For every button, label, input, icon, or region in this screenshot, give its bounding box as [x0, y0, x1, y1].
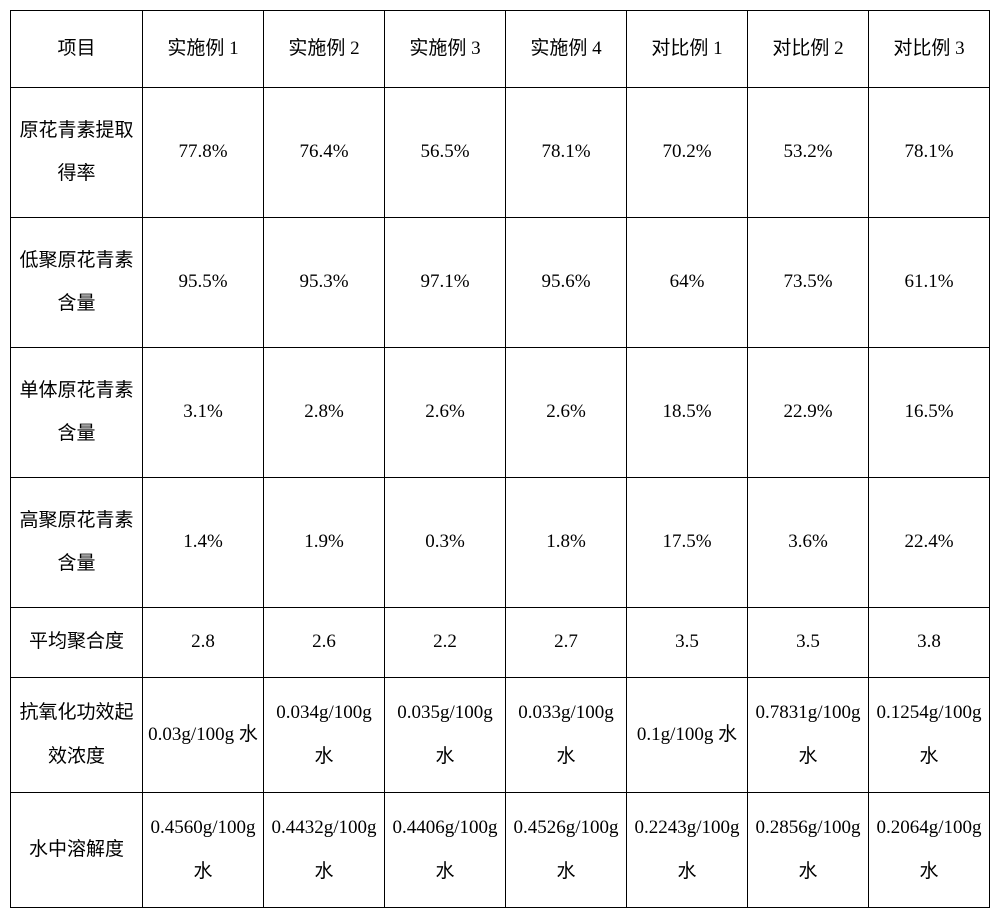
data-cell: 77.8%	[143, 87, 264, 217]
data-cell: 1.8%	[506, 477, 627, 607]
data-cell: 2.7	[506, 607, 627, 677]
header-cell: 对比例 1	[627, 11, 748, 88]
data-cell: 17.5%	[627, 477, 748, 607]
data-cell: 2.8%	[264, 347, 385, 477]
table-row: 高聚原花青素含量 1.4% 1.9% 0.3% 1.8% 17.5% 3.6% …	[11, 477, 990, 607]
data-cell: 95.6%	[506, 217, 627, 347]
data-cell: 22.4%	[869, 477, 990, 607]
data-cell: 3.5	[627, 607, 748, 677]
data-cell: 2.6%	[385, 347, 506, 477]
data-cell: 0.3%	[385, 477, 506, 607]
data-table: 项目 实施例 1 实施例 2 实施例 3 实施例 4 对比例 1 对比例 2 对…	[10, 10, 990, 908]
data-cell: 61.1%	[869, 217, 990, 347]
data-cell: 3.8	[869, 607, 990, 677]
data-cell: 0.1g/100g 水	[627, 677, 748, 792]
table-row: 抗氧化功效起效浓度 0.03g/100g 水 0.034g/100g 水 0.0…	[11, 677, 990, 792]
data-cell: 76.4%	[264, 87, 385, 217]
data-cell: 22.9%	[748, 347, 869, 477]
data-cell: 3.5	[748, 607, 869, 677]
data-cell: 0.033g/100g 水	[506, 677, 627, 792]
data-cell: 73.5%	[748, 217, 869, 347]
data-cell: 2.6%	[506, 347, 627, 477]
data-cell: 0.2856g/100g 水	[748, 792, 869, 907]
data-cell: 18.5%	[627, 347, 748, 477]
data-cell: 0.035g/100g 水	[385, 677, 506, 792]
data-cell: 78.1%	[869, 87, 990, 217]
table-row: 平均聚合度 2.8 2.6 2.2 2.7 3.5 3.5 3.8	[11, 607, 990, 677]
data-cell: 95.5%	[143, 217, 264, 347]
header-cell: 实施例 3	[385, 11, 506, 88]
header-cell: 对比例 3	[869, 11, 990, 88]
data-cell: 64%	[627, 217, 748, 347]
row-label: 高聚原花青素含量	[11, 477, 143, 607]
data-cell: 0.03g/100g 水	[143, 677, 264, 792]
data-cell: 0.4560g/100g 水	[143, 792, 264, 907]
table-row: 低聚原花青素含量 95.5% 95.3% 97.1% 95.6% 64% 73.…	[11, 217, 990, 347]
header-cell: 实施例 1	[143, 11, 264, 88]
data-cell: 95.3%	[264, 217, 385, 347]
row-label: 水中溶解度	[11, 792, 143, 907]
header-cell: 对比例 2	[748, 11, 869, 88]
row-label: 低聚原花青素含量	[11, 217, 143, 347]
data-cell: 56.5%	[385, 87, 506, 217]
header-cell: 实施例 2	[264, 11, 385, 88]
table-row: 水中溶解度 0.4560g/100g 水 0.4432g/100g 水 0.44…	[11, 792, 990, 907]
data-cell: 97.1%	[385, 217, 506, 347]
data-cell: 0.4526g/100g 水	[506, 792, 627, 907]
data-cell: 0.1254g/100g 水	[869, 677, 990, 792]
data-cell: 16.5%	[869, 347, 990, 477]
table-row: 原花青素提取得率 77.8% 76.4% 56.5% 78.1% 70.2% 5…	[11, 87, 990, 217]
row-label: 抗氧化功效起效浓度	[11, 677, 143, 792]
data-cell: 78.1%	[506, 87, 627, 217]
table-row: 单体原花青素含量 3.1% 2.8% 2.6% 2.6% 18.5% 22.9%…	[11, 347, 990, 477]
data-cell: 53.2%	[748, 87, 869, 217]
data-cell: 0.034g/100g 水	[264, 677, 385, 792]
data-cell: 2.2	[385, 607, 506, 677]
data-cell: 1.4%	[143, 477, 264, 607]
row-label: 平均聚合度	[11, 607, 143, 677]
data-cell: 0.4432g/100g 水	[264, 792, 385, 907]
data-cell: 3.1%	[143, 347, 264, 477]
data-cell: 1.9%	[264, 477, 385, 607]
data-cell: 2.6	[264, 607, 385, 677]
row-label: 单体原花青素含量	[11, 347, 143, 477]
data-cell: 70.2%	[627, 87, 748, 217]
data-cell: 3.6%	[748, 477, 869, 607]
data-cell: 2.8	[143, 607, 264, 677]
data-cell: 0.2243g/100g 水	[627, 792, 748, 907]
data-cell: 0.4406g/100g 水	[385, 792, 506, 907]
data-table-container: 项目 实施例 1 实施例 2 实施例 3 实施例 4 对比例 1 对比例 2 对…	[10, 10, 990, 908]
header-cell: 实施例 4	[506, 11, 627, 88]
row-label: 原花青素提取得率	[11, 87, 143, 217]
data-cell: 0.7831g/100g 水	[748, 677, 869, 792]
header-cell-label: 项目	[11, 11, 143, 88]
data-cell: 0.2064g/100g 水	[869, 792, 990, 907]
table-header-row: 项目 实施例 1 实施例 2 实施例 3 实施例 4 对比例 1 对比例 2 对…	[11, 11, 990, 88]
